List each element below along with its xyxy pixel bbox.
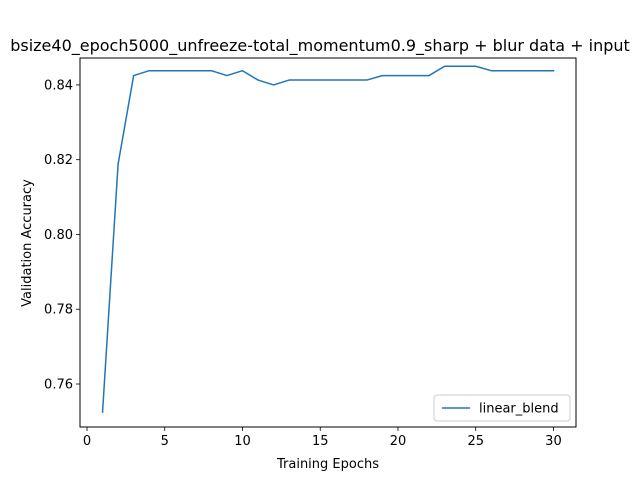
legend: linear_blend: [433, 394, 571, 422]
series-line-0: [101, 65, 555, 413]
x-tick-label: 10: [234, 434, 251, 449]
legend-label: linear_blend: [479, 402, 559, 417]
y-axis-label: Validation Accuracy: [20, 179, 35, 307]
y-tick-label: 0.84: [44, 78, 73, 93]
x-tick-label: 30: [545, 434, 562, 449]
x-tick-label: 25: [467, 434, 484, 449]
y-tick-label: 0.80: [44, 228, 73, 243]
plot-area: 0 5 10 15 20 25 30 0.76 0.78 0.80 0.82 0.84: [44, 57, 577, 449]
x-axis-label: Training Epochs: [276, 457, 379, 472]
y-tick-label: 0.82: [44, 153, 73, 168]
legend-box: [433, 394, 571, 422]
y-tick-label: 0.76: [44, 378, 73, 393]
x-tick-label: 15: [312, 434, 329, 449]
axes-frame: [79, 57, 577, 428]
chart-title: bsize40_epoch5000_unfreeze-total_momentu…: [10, 36, 630, 56]
x-tick-label: 5: [161, 434, 169, 449]
x-tick-label: 20: [390, 434, 407, 449]
x-tick-label: 0: [83, 434, 91, 449]
y-tick-label: 0.78: [44, 303, 73, 318]
